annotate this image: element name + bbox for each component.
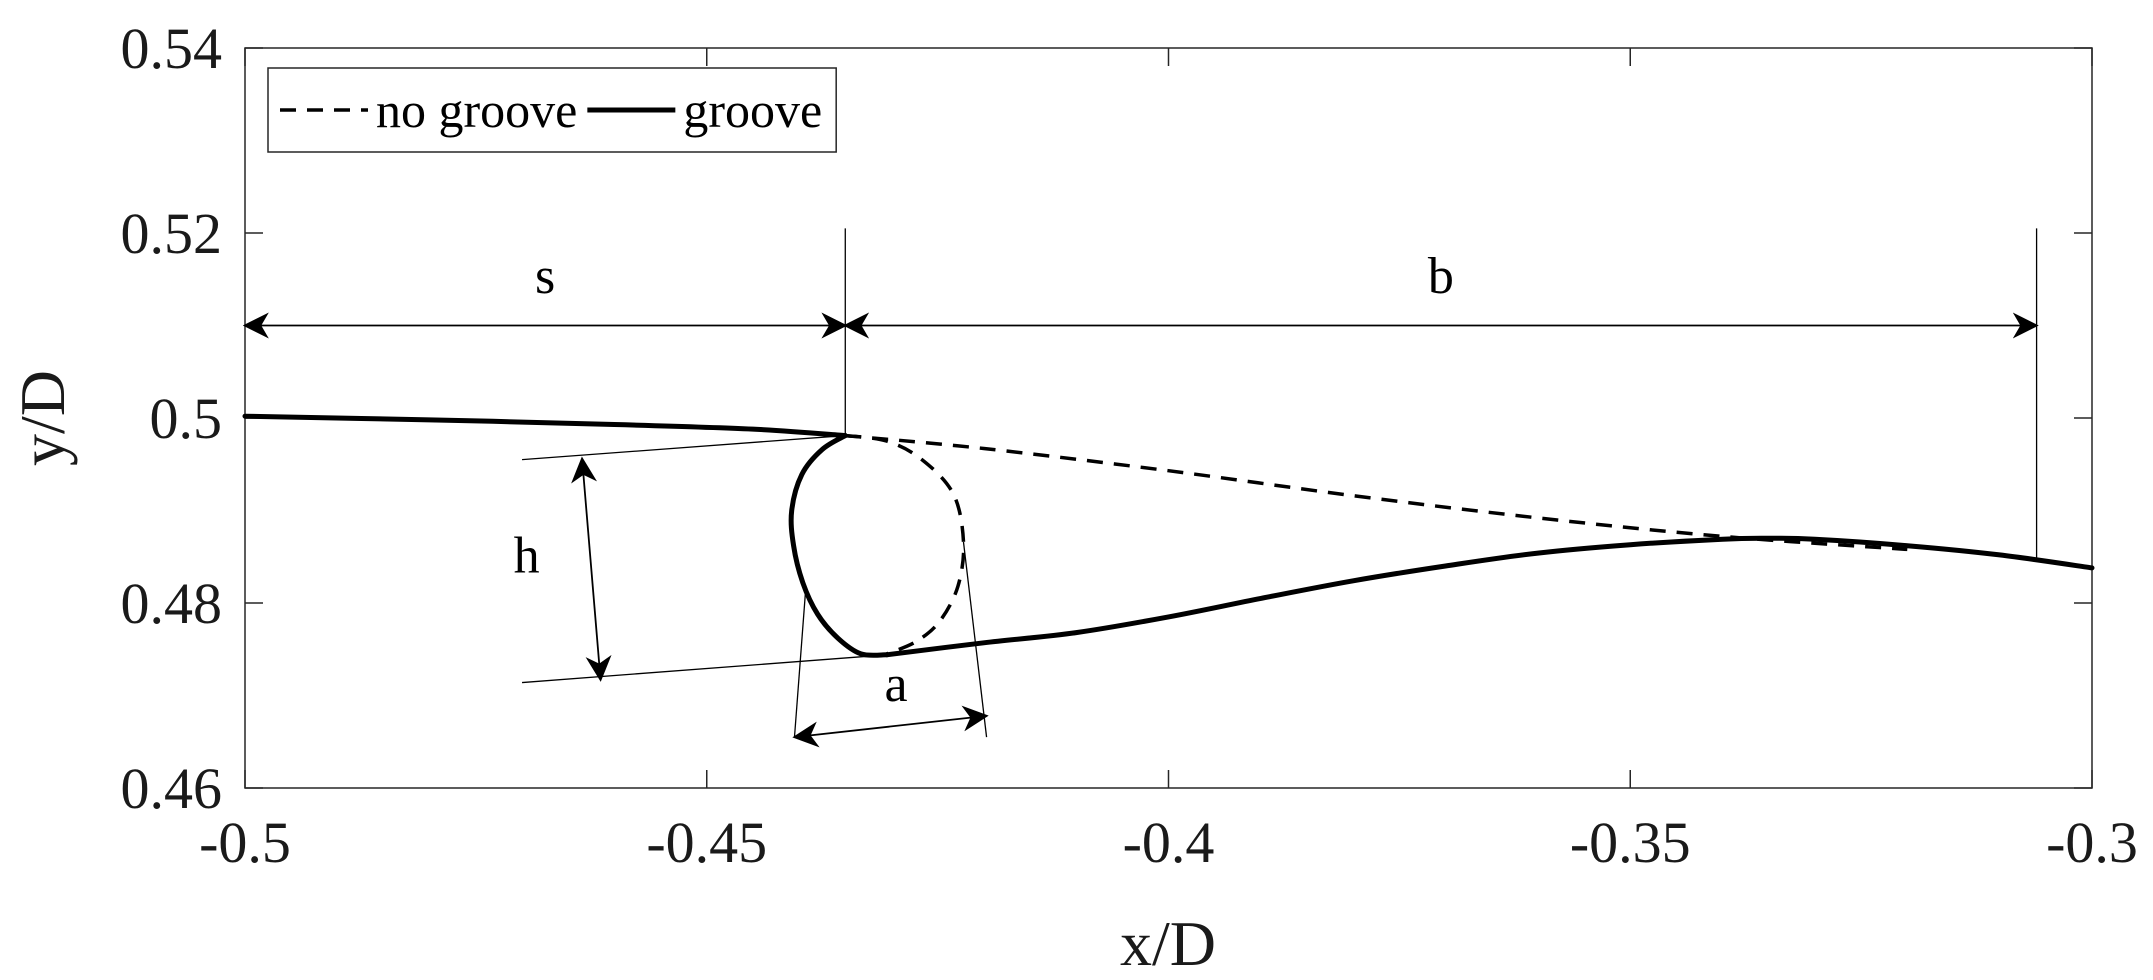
- legend: no groove groove: [267, 67, 837, 153]
- y-tick-label: 0.48: [121, 571, 223, 636]
- x-tick-label: -0.3: [2046, 810, 2138, 875]
- dimension-label-b: b: [1428, 248, 1454, 305]
- x-tick-label: -0.5: [199, 810, 291, 875]
- y-tick-label: 0.54: [121, 16, 223, 81]
- y-axis-label: y/D: [7, 370, 78, 466]
- guide-line: [962, 541, 988, 738]
- series-line-groove: [788, 433, 890, 658]
- series-group: [242, 413, 2095, 658]
- x-axis-label: x/D: [1120, 908, 1216, 979]
- dimension-annotations: s b h a: [242, 248, 2039, 748]
- axis-ticks: -0.5 -0.45 -0.4 -0.35 -0.3 0.46 0.48 0.5 0.52 0.5…: [121, 16, 2138, 875]
- x-tick-label: -0.4: [1123, 810, 1215, 875]
- dimension-label-a: a: [885, 656, 908, 713]
- legend-label: no groove: [376, 82, 577, 138]
- x-tick-label: -0.35: [1570, 810, 1691, 875]
- series-line-no-groove: [845, 433, 1908, 552]
- guide-line: [522, 434, 846, 461]
- y-tick-label: 0.52: [121, 201, 223, 266]
- y-tick-label: 0.5: [150, 386, 223, 451]
- dimension-arrow-a: [792, 705, 989, 748]
- series-line-groove: [884, 535, 2095, 658]
- dimension-arrow-h: [571, 456, 612, 682]
- series-line-no-groove: [845, 433, 966, 656]
- dimension-label-h: h: [514, 527, 540, 584]
- x-tick-label: -0.45: [646, 810, 767, 875]
- dimension-label-s: s: [535, 248, 555, 305]
- plot-area: [244, 47, 2093, 789]
- y-tick-label: 0.46: [121, 756, 223, 821]
- legend-label: groove: [683, 82, 822, 138]
- axis-labels: x/D y/D: [7, 370, 1216, 979]
- series-line-groove: [242, 413, 848, 439]
